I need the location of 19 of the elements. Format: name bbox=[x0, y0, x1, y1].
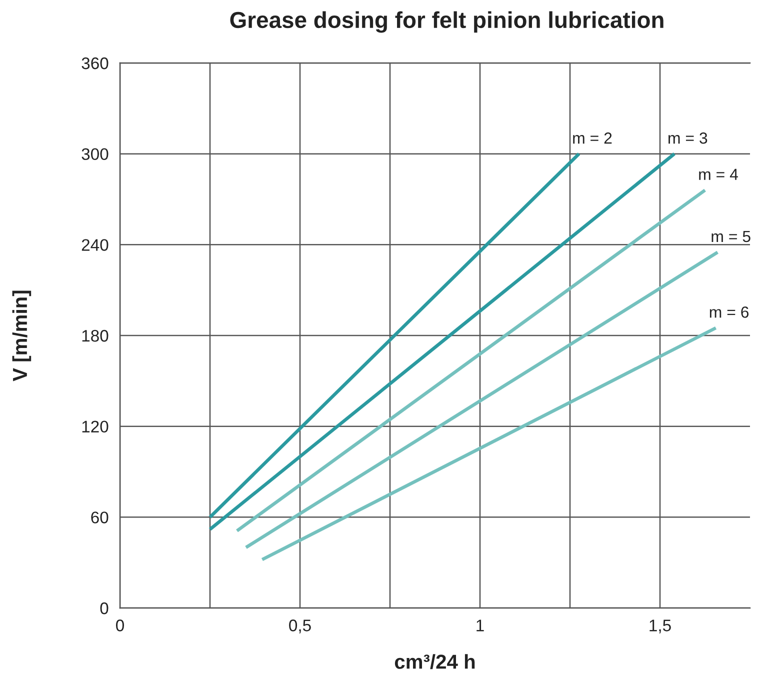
x-axis-title: cm³/24 h bbox=[394, 654, 475, 670]
series-label: m = 6 bbox=[710, 306, 749, 318]
y-tick-label: 240 bbox=[82, 239, 108, 251]
x-tick-label: 1 bbox=[476, 620, 484, 632]
series-label: m = 4 bbox=[699, 168, 738, 180]
series-label: m = 5 bbox=[712, 230, 750, 242]
y-tick-label: 0 bbox=[100, 602, 108, 614]
x-tick-label: 0 bbox=[116, 620, 124, 632]
y-tick-label: 60 bbox=[91, 512, 108, 524]
chart-title: Grease dosing for felt pinion lubrication bbox=[230, 11, 664, 33]
x-tick-label: 1,5 bbox=[650, 620, 671, 634]
y-tick-label: 360 bbox=[82, 57, 108, 70]
y-tick-label: 180 bbox=[82, 330, 108, 342]
series-label: m = 2 bbox=[573, 132, 612, 144]
y-tick-label: 300 bbox=[82, 148, 108, 160]
x-tick-label: 0,5 bbox=[289, 620, 311, 634]
series-label: m = 3 bbox=[668, 132, 708, 144]
y-axis-title: V [m/min] bbox=[12, 290, 32, 382]
y-tick-label: 120 bbox=[82, 420, 108, 433]
